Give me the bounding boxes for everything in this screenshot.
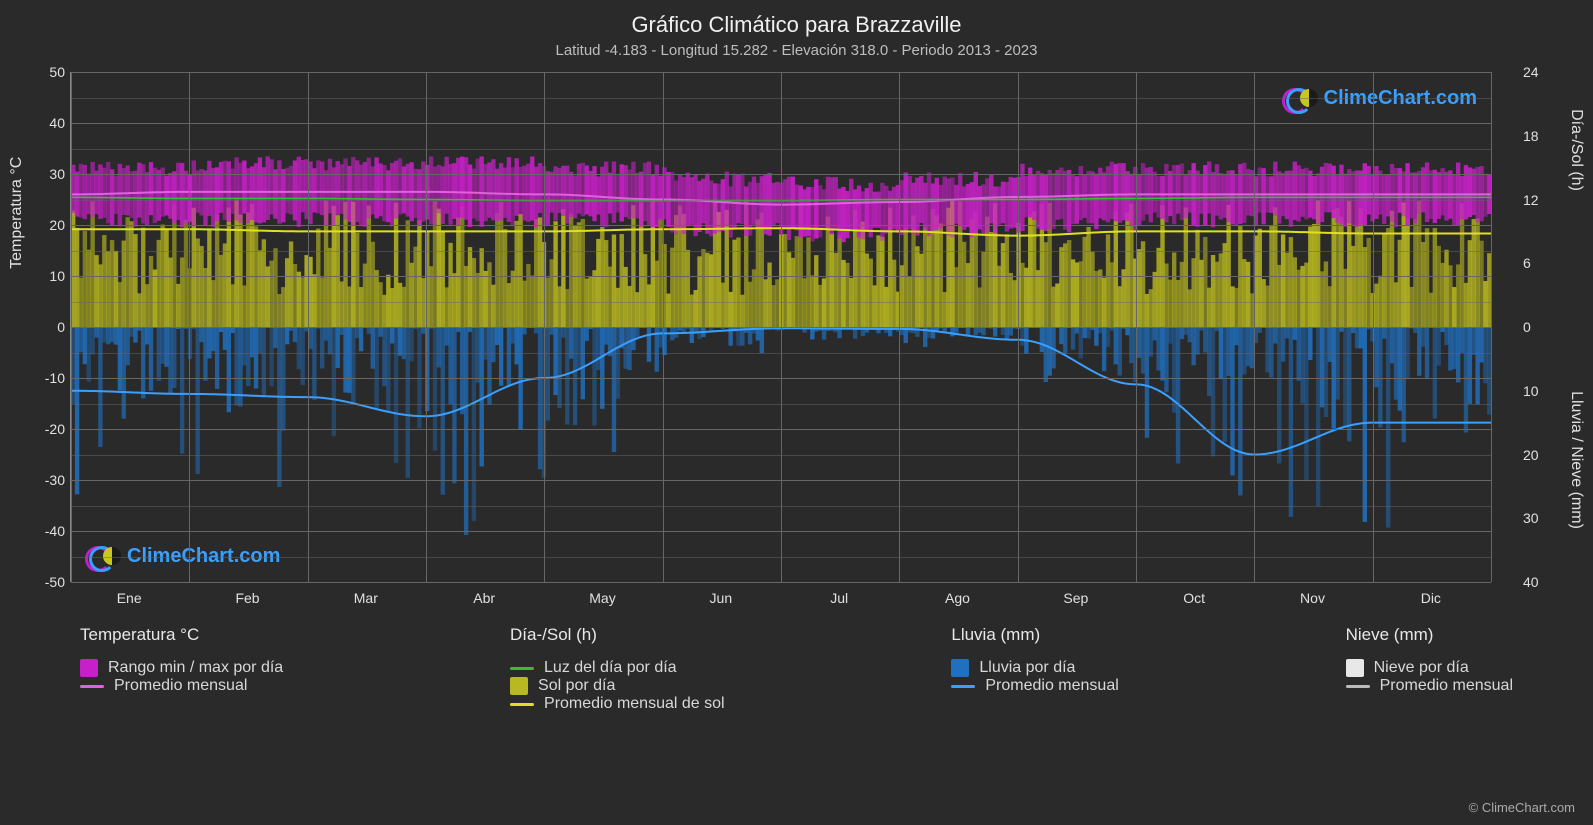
legend-item: Promedio mensual [951,677,1118,695]
legend-label: Rango min / max por día [108,659,283,677]
legend-swatch-line [80,685,104,688]
legend-col-rain: Lluvia (mm) Lluvia por díaPromedio mensu… [951,625,1118,713]
legend-swatch-line [1346,685,1370,688]
legend-title: Temperatura °C [80,625,283,645]
legend-item: Lluvia por día [951,659,1118,677]
y-axis-right-bottom-label: Lluvia / Nieve (mm) [1567,391,1585,529]
legend-item: Rango min / max por día [80,659,283,677]
y-tick-left: 30 [30,166,65,182]
legend-item: Nieve por día [1346,659,1513,677]
x-tick-label: Jul [830,590,848,606]
legend-swatch-box [510,677,528,695]
legend-label: Sol por día [538,677,615,695]
y-tick-right-mm: 40 [1523,574,1553,590]
y-tick-right-mm: 30 [1523,510,1553,526]
legend-item: Promedio mensual de sol [510,695,725,713]
legend-item: Promedio mensual [80,677,283,695]
y-tick-right-hours: 12 [1523,192,1553,208]
chart-title: Gráfico Climático para Brazzaville [0,12,1593,38]
chart-subtitle: Latitud -4.183 - Longitud 15.282 - Eleva… [0,42,1593,59]
y-tick-right-hours: 0 [1523,319,1553,335]
y-tick-left: -30 [30,472,65,488]
legend-swatch-box [80,659,98,677]
legend-label: Lluvia por día [979,659,1075,677]
legend-item: Luz del día por día [510,659,725,677]
legend-title: Nieve (mm) [1346,625,1513,645]
legend-swatch-line [510,703,534,706]
legend-label: Promedio mensual [114,677,247,695]
legend-swatch-box [1346,659,1364,677]
y-tick-left: 50 [30,64,65,80]
legend-col-daysun: Día-/Sol (h) Luz del día por díaSol por … [510,625,725,713]
y-axis-left-label: Temperatura °C [8,157,26,269]
legend: Temperatura °C Rango min / max por díaPr… [80,625,1513,713]
x-tick-label: Sep [1063,590,1088,606]
y-tick-left: -10 [30,370,65,386]
y-tick-right-hours: 6 [1523,255,1553,271]
y-tick-left: 0 [30,319,65,335]
legend-title: Lluvia (mm) [951,625,1118,645]
legend-item: Promedio mensual [1346,677,1513,695]
y-tick-left: -40 [30,523,65,539]
y-tick-right-mm: 10 [1523,383,1553,399]
x-tick-label: Dic [1421,590,1441,606]
legend-col-snow: Nieve (mm) Nieve por díaPromedio mensual [1346,625,1513,713]
y-axis-right-top-label: Día-/Sol (h) [1567,109,1585,191]
legend-label: Nieve por día [1374,659,1469,677]
y-tick-left: 20 [30,217,65,233]
x-tick-label: Abr [473,590,495,606]
y-tick-right-hours: 18 [1523,128,1553,144]
y-tick-left: -50 [30,574,65,590]
legend-label: Promedio mensual de sol [544,695,725,713]
chart-container: Gráfico Climático para Brazzaville Latit… [0,0,1593,825]
legend-swatch-box [951,659,969,677]
y-tick-right-mm: 20 [1523,447,1553,463]
plot-area: ClimeChart.com ClimeChart.com [70,72,1492,582]
copyright-text: © ClimeChart.com [1469,800,1575,815]
x-tick-label: Mar [354,590,378,606]
x-tick-label: May [589,590,615,606]
x-tick-label: Feb [235,590,259,606]
x-tick-label: Nov [1300,590,1325,606]
legend-label: Promedio mensual [985,677,1118,695]
legend-label: Luz del día por día [544,659,677,677]
legend-swatch-line [951,685,975,688]
y-tick-right-hours: 24 [1523,64,1553,80]
x-tick-label: Ene [117,590,142,606]
y-tick-left: -20 [30,421,65,437]
x-tick-label: Oct [1183,590,1205,606]
x-tick-label: Ago [945,590,970,606]
legend-col-temp: Temperatura °C Rango min / max por díaPr… [80,625,283,713]
y-tick-left: 40 [30,115,65,131]
legend-title: Día-/Sol (h) [510,625,725,645]
legend-swatch-line [510,667,534,670]
legend-label: Promedio mensual [1380,677,1513,695]
x-tick-label: Jun [710,590,733,606]
legend-item: Sol por día [510,677,725,695]
y-tick-left: 10 [30,268,65,284]
